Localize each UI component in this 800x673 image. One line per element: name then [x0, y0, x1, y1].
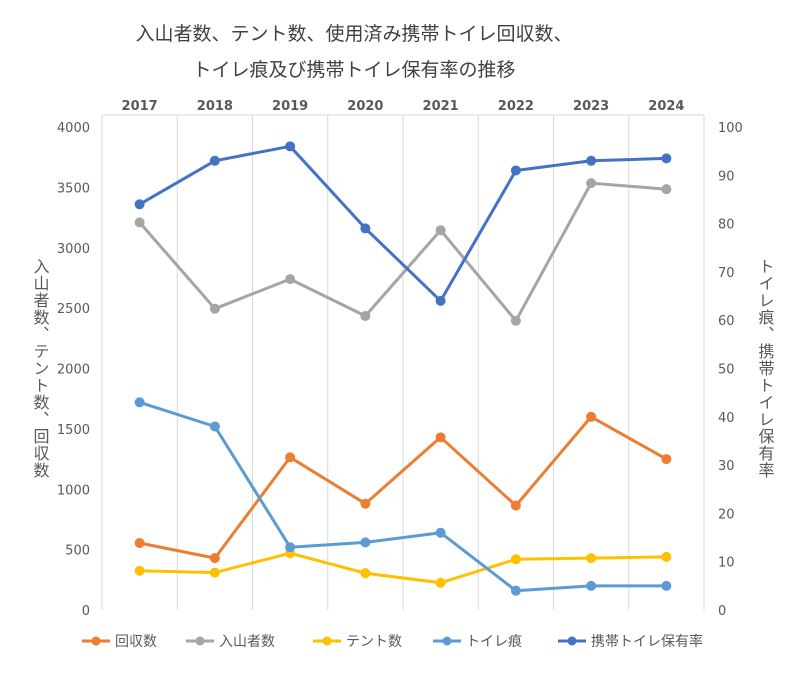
y-right-tick-label: 70 — [718, 266, 735, 281]
series-5-line — [138, 144, 668, 303]
y-left-tick-label: 1500 — [57, 423, 90, 438]
series-2-line — [138, 181, 668, 323]
chart-title-line-2: トイレ痕及び携帯トイレ保有率の推移 — [192, 59, 515, 81]
series-3-point — [209, 567, 220, 578]
series-3-point — [586, 553, 597, 564]
y-right-tick-label: 80 — [718, 218, 735, 233]
series-4-line — [138, 400, 668, 593]
y-right-tick-label: 60 — [718, 314, 735, 329]
y-left-tick-label: 3500 — [57, 181, 90, 196]
series-1-point — [510, 500, 521, 511]
series-5-point — [510, 165, 521, 176]
x-tick-label: 2020 — [347, 99, 383, 114]
series-3-point — [661, 551, 672, 562]
series-2-point — [360, 310, 371, 321]
y-left-tick-label: 2000 — [57, 363, 90, 378]
series-4-point — [435, 527, 446, 538]
x-tick-label: 2021 — [423, 99, 459, 114]
y-left-tick-label: 500 — [65, 544, 90, 559]
series-2-point — [586, 178, 597, 189]
y-right-axis-title: トイレ痕、携帯トイレ保有率 — [756, 258, 775, 479]
x-tick-label: 2019 — [272, 99, 308, 114]
series-1-point — [435, 432, 446, 443]
series-2-point — [661, 184, 672, 195]
x-tick-label: 2017 — [122, 99, 158, 114]
legend-label: 携帯トイレ保有率 — [591, 633, 703, 650]
y-left-tick-label: 0 — [82, 604, 90, 619]
legend-label: トイレ痕 — [466, 634, 522, 650]
x-tick-label: 2022 — [498, 99, 534, 114]
series-1-point — [661, 454, 672, 465]
legend-swatch-marker — [442, 636, 452, 646]
series-5-point — [661, 153, 672, 164]
legend-swatch-marker — [322, 636, 332, 646]
series-3-point — [510, 554, 521, 565]
series-5-point — [209, 155, 220, 166]
series-5-point — [285, 141, 296, 152]
y-left-axis-title: 入山者数、テント数、回収数 — [31, 258, 50, 479]
series-4-point — [134, 397, 145, 408]
legend-swatch-marker — [91, 636, 101, 646]
series-1-point — [360, 498, 371, 509]
y-left-tick-label: 2500 — [57, 302, 90, 317]
series-2-point — [285, 274, 296, 285]
x-tick-label: 2018 — [197, 99, 233, 114]
legend-swatch-marker — [567, 636, 577, 646]
series-2-point — [134, 217, 145, 228]
series-1-point — [209, 553, 220, 564]
series-5-point — [586, 155, 597, 166]
y-right-tick-label: 0 — [718, 604, 726, 619]
series-4-point — [285, 542, 296, 553]
series-3-line — [138, 551, 668, 585]
y-right-tick-label: 90 — [718, 169, 735, 184]
legend-label: 入山者数 — [219, 634, 275, 650]
series-4-point — [661, 580, 672, 591]
series-1-point — [586, 411, 597, 422]
y-right-tick-label: 50 — [718, 363, 735, 378]
y-right-tick-label: 30 — [718, 459, 735, 474]
y-right-tick-label: 100 — [718, 121, 743, 136]
series-2-point — [209, 303, 220, 314]
series-4-point — [209, 421, 220, 432]
series-1-line — [138, 415, 668, 560]
legend-label: 回収数 — [115, 634, 157, 650]
x-tick-label: 2024 — [648, 99, 684, 114]
y-right-tick-label: 10 — [718, 556, 735, 571]
chart-title-line-1: 入山者数、テント数、使用済み携帯トイレ回収数、 — [135, 23, 572, 45]
legend-label: テント数 — [346, 634, 402, 650]
series-3-point — [134, 565, 145, 576]
series-1-point — [134, 537, 145, 548]
series-5-point — [360, 223, 371, 234]
series-2-point — [435, 225, 446, 236]
y-left-tick-label: 1000 — [57, 483, 90, 498]
y-left-tick-label: 3000 — [57, 242, 90, 257]
series-4-point — [586, 580, 597, 591]
series-4-point — [510, 585, 521, 596]
series-3-point — [360, 568, 371, 579]
series-1-point — [285, 452, 296, 463]
legend-swatch-marker — [195, 636, 205, 646]
series-2-point — [510, 315, 521, 326]
y-left-tick-label: 4000 — [57, 121, 90, 136]
series-4-point — [360, 537, 371, 548]
x-tick-label: 2023 — [573, 99, 609, 114]
series-3-point — [435, 577, 446, 588]
y-right-tick-label: 40 — [718, 411, 735, 426]
series-5-point — [435, 295, 446, 306]
y-right-tick-label: 20 — [718, 507, 735, 522]
series-5-point — [134, 199, 145, 210]
